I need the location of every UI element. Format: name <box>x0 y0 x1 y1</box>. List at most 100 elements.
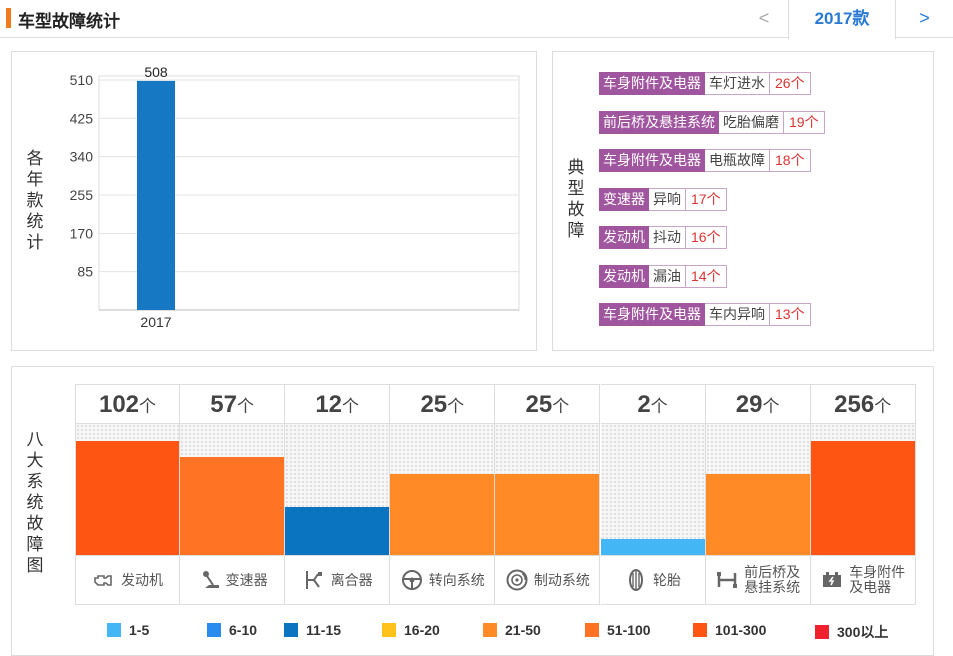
legend-label: 16-20 <box>404 622 440 638</box>
tire-icon <box>629 569 643 591</box>
year-tab-2017[interactable]: 2017款 <box>788 0 896 39</box>
system-bar-area <box>705 424 810 555</box>
system-count-value: 29 <box>735 391 763 418</box>
prev-year-button[interactable]: < <box>758 8 770 28</box>
system-column[interactable]: 57个 变速器 <box>180 384 286 605</box>
system-fault-count: 25个 <box>495 384 600 424</box>
system-column[interactable]: 12个 离合器 <box>285 384 391 605</box>
fault-system-tag: 发动机 <box>599 226 649 249</box>
system-bar-area <box>600 424 705 555</box>
yearly-stats-panel: 各年款统计 85 170 255 340 425 510 508 2017 <box>11 51 537 351</box>
label-char: 图 <box>26 556 44 575</box>
system-column[interactable]: 25个转向系统 <box>390 384 496 605</box>
fault-system-tag: 前后桥及悬挂系统 <box>599 110 719 134</box>
system-column[interactable]: 25个制动系统 <box>495 384 601 605</box>
system-bar-area <box>495 424 600 555</box>
fault-system-tag: 发动机 <box>599 264 649 288</box>
legend-label: 21-50 <box>505 622 541 638</box>
legend-swatch <box>107 623 121 637</box>
fault-count: 26个 <box>770 72 811 95</box>
y-tick-label: 85 <box>77 264 93 280</box>
fault-system-tag: 变速器 <box>599 187 649 211</box>
system-bar-fill <box>76 441 179 555</box>
label-char: 典 <box>567 158 585 177</box>
system-name-line: 转向系统 <box>428 571 485 588</box>
y-tick-label: 340 <box>70 149 94 165</box>
system-count-unit: 个 <box>650 397 668 416</box>
system-column[interactable]: 2个 轮胎 <box>600 384 706 605</box>
system-name-line: 悬挂系统 <box>744 579 801 595</box>
system-faults-label: 八大系统故障图 <box>24 429 46 576</box>
fault-count: 16个 <box>686 226 727 249</box>
fault-item[interactable]: 发动机 抖动 16个 <box>599 226 727 249</box>
label-char: 型 <box>567 179 585 198</box>
label-char: 统 <box>26 212 44 231</box>
label-char: 障 <box>567 221 585 240</box>
fault-count: 19个 <box>784 110 825 134</box>
fault-item[interactable]: 车身附件及电器 车内异响 13个 <box>599 303 811 326</box>
fault-item[interactable]: 车身附件及电器 车灯进水 26个 <box>599 72 811 95</box>
label-char: 八 <box>26 430 44 449</box>
system-name-cell: 变速器 <box>180 555 285 605</box>
system-name-line: 前后桥及 <box>744 564 801 580</box>
fault-item[interactable]: 变速器 异响 17个 <box>599 187 727 211</box>
system-name: 前后桥及 悬挂系统 <box>744 565 800 595</box>
fault-count: 14个 <box>686 264 727 288</box>
system-count-value: 12 <box>315 391 343 418</box>
system-name-line: 轮胎 <box>653 571 681 588</box>
system-name-cell: 车身附件 及电器 <box>810 555 915 605</box>
label-char: 计 <box>26 233 44 252</box>
system-bar-fill <box>285 506 390 555</box>
system-name: 车身附件 及电器 <box>849 565 905 595</box>
suspension-icon <box>717 572 738 588</box>
system-name-cell: 转向系统 <box>390 555 495 605</box>
battery-icon <box>823 572 842 587</box>
legend-item: 101-300 <box>693 622 766 638</box>
label-char: 故 <box>26 514 44 533</box>
typical-faults-panel: 典型故障 车身附件及电器 车灯进水 26个 前后桥及悬挂系统 吃胎偏磨 19个 车身附件及电… <box>552 51 934 351</box>
system-name-line: 离合器 <box>330 571 373 588</box>
legend-swatch <box>207 623 221 637</box>
legend-swatch <box>284 623 298 637</box>
system-count-unit: 个 <box>762 397 780 416</box>
legend-swatch <box>693 623 707 637</box>
page-header: 车型故障统计 < 2017款 > <box>0 0 953 39</box>
legend-item: 21-50 <box>483 622 541 638</box>
fault-item[interactable]: 前后桥及悬挂系统 吃胎偏磨 19个 <box>599 110 825 134</box>
system-column[interactable]: 29个前后桥及 悬挂系统 <box>705 384 811 605</box>
fault-symptom: 异响 <box>649 187 686 211</box>
label-char: 款 <box>26 191 44 210</box>
legend-label: 101-300 <box>715 622 767 638</box>
label-char: 大 <box>26 451 44 470</box>
fault-count: 18个 <box>770 149 811 172</box>
label-char: 统 <box>26 493 44 512</box>
fault-symptom: 抖动 <box>649 226 686 249</box>
system-bar-fill <box>600 539 705 555</box>
brake-disc-icon <box>506 569 528 591</box>
y-tick-label: 255 <box>70 187 94 203</box>
legend-label: 300以上 <box>837 624 889 640</box>
system-name-cell: 制动系统 <box>495 555 600 605</box>
system-name: 转向系统 <box>428 571 485 588</box>
fault-system-tag: 车身附件及电器 <box>599 303 705 326</box>
system-bar-area <box>180 424 285 555</box>
y-tick-label: 510 <box>70 72 94 88</box>
yearly-bar-chart: 85 170 255 340 425 510 508 2017 <box>70 64 520 330</box>
system-bar-area <box>810 424 915 555</box>
next-year-button[interactable]: > <box>919 8 930 28</box>
system-column[interactable]: 256个 车身附件 及电器 <box>810 384 916 605</box>
legend-swatch <box>382 623 396 637</box>
yearly-axis-label: 各年款统计 <box>24 148 46 253</box>
fault-item[interactable]: 车身附件及电器 电瓶故障 18个 <box>599 149 811 172</box>
system-count-value: 102 <box>98 391 140 418</box>
system-name-line: 及电器 <box>849 579 892 595</box>
system-fault-count: 25个 <box>390 384 495 424</box>
fault-item[interactable]: 发动机 漏油 14个 <box>599 264 727 288</box>
system-name: 变速器 <box>226 572 268 588</box>
system-column[interactable]: 102个 发动机 <box>75 384 180 605</box>
system-name: 制动系统 <box>534 572 590 588</box>
legend-item: 1-5 <box>107 622 149 638</box>
clutch-icon <box>305 571 322 589</box>
page-title: 车型故障统计 <box>18 12 120 31</box>
legend-label: 6-10 <box>229 622 258 638</box>
